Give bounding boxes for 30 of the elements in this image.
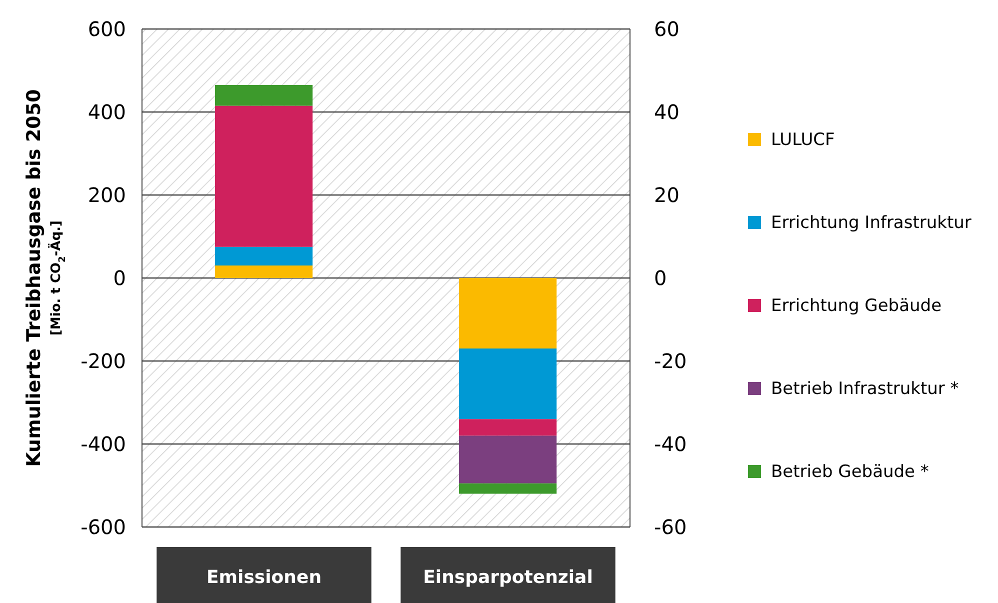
y-tick-label: 0 — [113, 266, 126, 290]
y2-tick-label: -60 — [654, 515, 687, 540]
legend-label: Betrieb Gebäude * — [771, 462, 929, 482]
legend-label: Errichtung Gebäude — [771, 296, 942, 316]
y-tick-label: -400 — [80, 432, 126, 456]
y2-tick-label: 0 — [654, 266, 667, 290]
bar — [215, 266, 313, 278]
y-tick-label: -600 — [80, 515, 126, 540]
x-tick-label: Emissionen — [206, 567, 322, 588]
y-tick-label: 400 — [88, 100, 126, 124]
bar — [459, 278, 557, 349]
legend-label: Errichtung Infrastruktur — [771, 212, 972, 232]
y2-tick-label: 20 — [654, 183, 680, 208]
y-tick-label: -200 — [80, 349, 126, 374]
y2-tick-label: -20 — [654, 349, 687, 374]
y2-tick-label: 40 — [654, 100, 680, 124]
y-tick-label: 200 — [88, 183, 126, 208]
legend-label: Betrieb Infrastruktur * — [771, 378, 959, 398]
bar — [215, 106, 313, 247]
x-tick-label: Einsparpotenzial — [423, 567, 593, 588]
bar — [459, 436, 557, 484]
bar — [215, 246, 313, 266]
bar — [459, 419, 557, 436]
y2-tick-label: -40 — [654, 432, 687, 456]
bar — [459, 348, 557, 420]
bar — [459, 483, 557, 494]
y2-tick-label: 60 — [654, 17, 680, 42]
bar — [215, 85, 313, 106]
y-tick-label: 600 — [88, 17, 126, 42]
legend-label: LULUCF — [771, 130, 835, 150]
